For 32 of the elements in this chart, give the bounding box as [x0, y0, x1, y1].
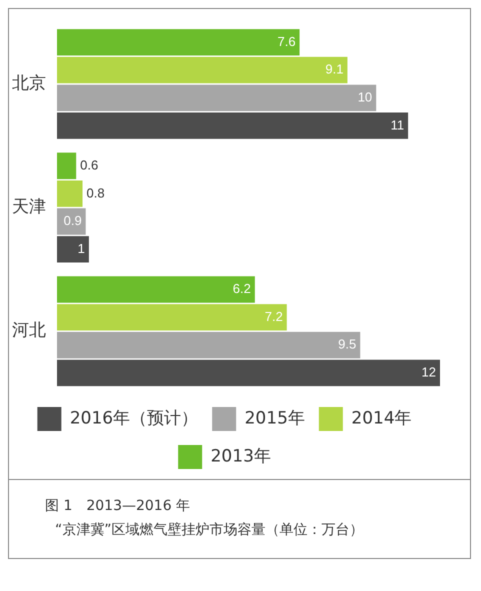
- data-label: 7.2: [264, 308, 283, 324]
- data-label: 1: [78, 240, 85, 256]
- bar: [57, 236, 89, 263]
- data-label: 11: [390, 117, 404, 132]
- bar: [57, 29, 300, 56]
- bar: [57, 152, 76, 180]
- bar: [57, 180, 83, 207]
- legend-label: 2015年: [244, 408, 305, 428]
- bar: [57, 276, 255, 303]
- y-tick-label: 北京: [12, 73, 46, 94]
- legend-label: 2016年（预计）: [70, 408, 198, 428]
- bar: [57, 84, 376, 112]
- data-label: 0.9: [64, 213, 82, 228]
- y-tick-label: 河北: [12, 320, 46, 341]
- data-label: 6.2: [232, 281, 251, 296]
- bar: [57, 112, 408, 139]
- bar: [57, 304, 287, 331]
- bar: [57, 56, 348, 84]
- bar: [57, 360, 440, 386]
- text: “京津冀”区域燃气壁挂炉市场容量（单位：万台）: [54, 521, 365, 540]
- data-label: 10: [358, 89, 372, 104]
- legend-label: 2013年: [210, 446, 271, 466]
- caption: 图 1 2013—2016 年: [45, 497, 192, 516]
- data-label: 9.1: [325, 62, 344, 77]
- data-label: 12: [422, 364, 436, 380]
- data-label: 7.6: [277, 34, 296, 49]
- data-label: 0.8: [86, 185, 105, 200]
- data-label: 9.5: [338, 336, 356, 352]
- legend-label: 2014年: [351, 408, 412, 428]
- bar: [57, 332, 360, 358]
- y-tick-label: 天津: [12, 197, 46, 218]
- data-label: 0.6: [80, 157, 98, 172]
